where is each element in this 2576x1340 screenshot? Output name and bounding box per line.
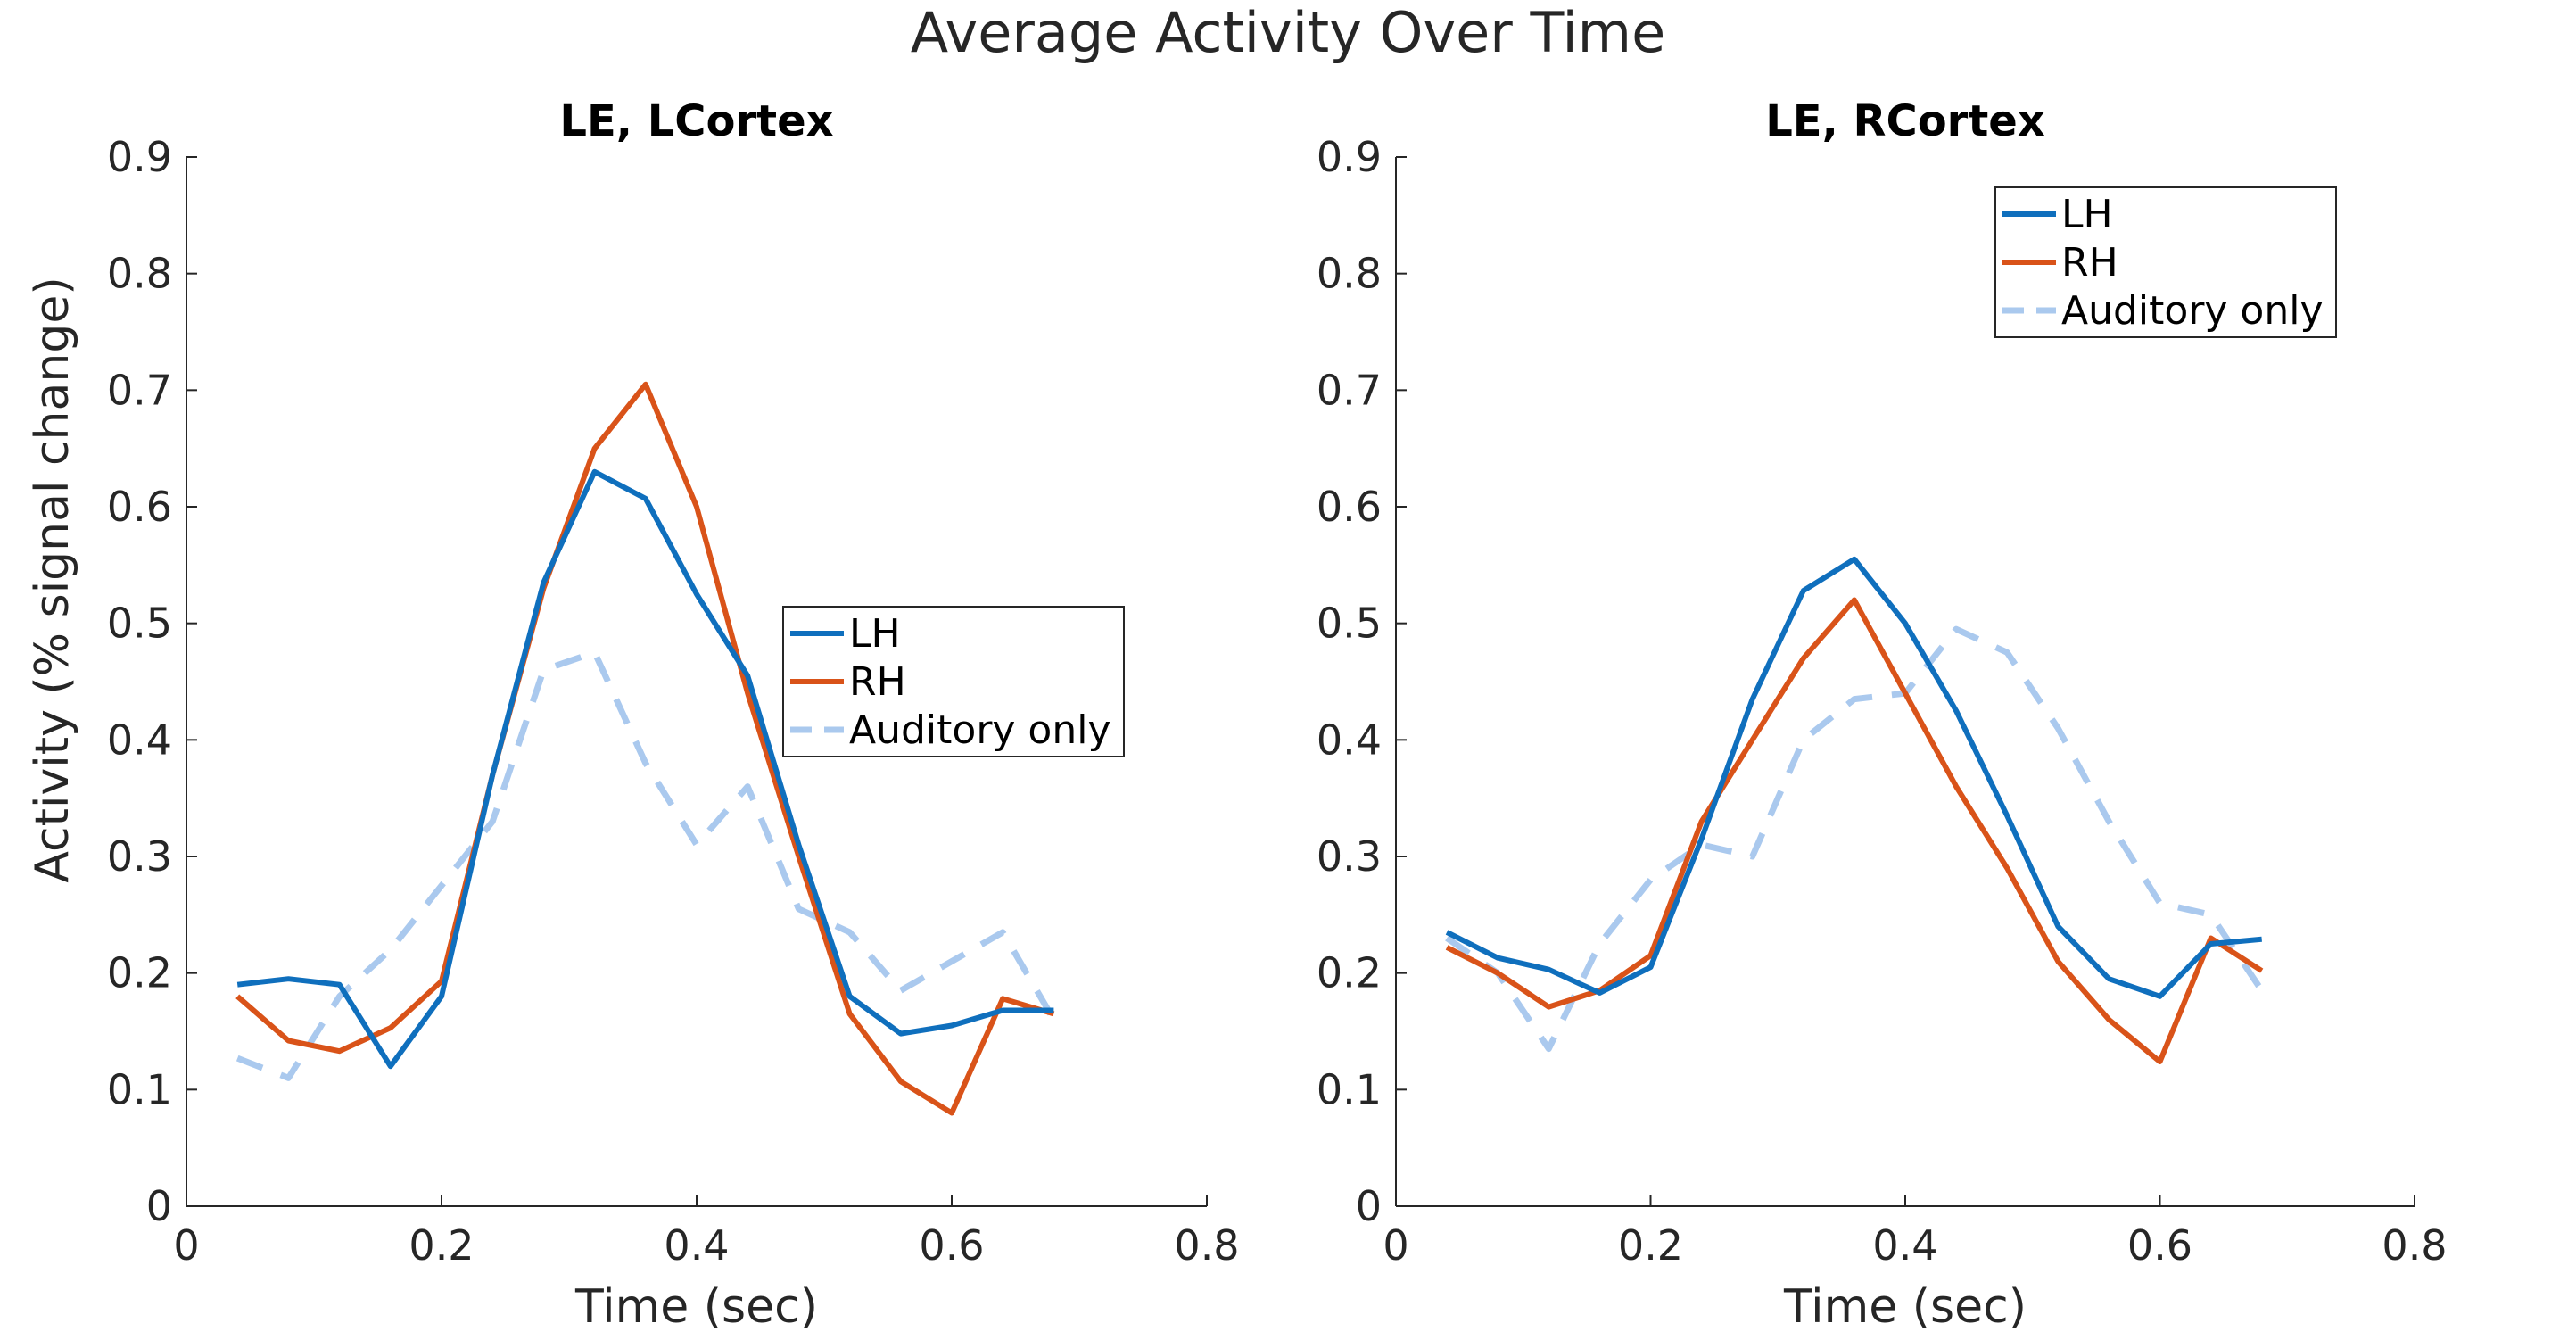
chart-panel-rcortex: 0 0.1 0.2 0.3 0.4 0.5 0.6 0.7 0.8 0.9 0 0.2 0.4 0.6 0.… — [1317, 96, 2448, 1334]
lcortex-y-tick-label: 0.9 — [107, 133, 172, 181]
rcortex-series-auditory-only-line — [1445, 625, 2265, 1053]
lcortex-x-tick-label: 0.8 — [1174, 1221, 1239, 1270]
figure-title: Average Activity Over Time — [911, 0, 1665, 65]
rcortex-y-tick-label: 0.9 — [1317, 133, 1382, 181]
lcortex-x-tick-label: 0.2 — [409, 1221, 474, 1270]
rcortex-legend-label-rh: RH — [2061, 240, 2118, 285]
rcortex-x-tick-label: 0.8 — [2382, 1221, 2447, 1270]
rcortex-legend-label-auditory-only: Auditory only — [2061, 288, 2324, 334]
y-axis-label: Activity (% signal change) — [26, 277, 79, 882]
lcortex-x-tick-label: 0.6 — [919, 1221, 984, 1270]
lcortex-x-tick-label: 0.4 — [664, 1221, 729, 1270]
lcortex-y-tick-label: 0.2 — [107, 949, 172, 997]
rcortex-y-tick-label: 0.1 — [1317, 1065, 1382, 1113]
lcortex-y-tick-label: 0.6 — [107, 483, 172, 531]
lcortex-y-tick-label: 0.5 — [107, 600, 172, 648]
rcortex-x-tick-label: 0.6 — [2127, 1221, 2192, 1270]
rcortex-y-tick-label: 0 — [1356, 1182, 1382, 1230]
lcortex-legend-label-auditory-only: Auditory only — [849, 707, 1111, 753]
rcortex-chart-title: LE, RCortex — [1765, 96, 2045, 146]
rcortex-y-tick-label: 0.5 — [1317, 600, 1382, 648]
lcortex-y-tick-label: 0.7 — [107, 366, 172, 414]
rcortex-y-tick-label: 0.4 — [1317, 715, 1382, 764]
lcortex-y-tick-label: 0.1 — [107, 1065, 172, 1113]
lcortex-x-tick-label: 0 — [173, 1221, 199, 1270]
rcortex-series-lh-line — [1445, 556, 2262, 999]
lcortex-legend-label-rh: RH — [849, 659, 906, 705]
lcortex-chart-title: LE, LCortex — [559, 96, 833, 146]
lcortex-y-tick-label: 0.8 — [107, 250, 172, 298]
chart-panel-lcortex: 0 0.1 0.2 0.3 0.4 0.5 0.6 0.7 0.8 0.9 0 0.2 0.4 0.6 0.… — [107, 96, 1240, 1334]
lcortex-y-tick-label: 0 — [146, 1182, 172, 1230]
rcortex-x-tick-label: 0 — [1383, 1221, 1408, 1270]
rcortex-series-rh-line — [1445, 597, 2264, 1064]
lcortex-x-axis-label: Time (sec) — [574, 1280, 818, 1334]
rcortex-y-tick-label: 0.3 — [1317, 832, 1382, 881]
rcortex-y-tick-label: 0.2 — [1317, 949, 1382, 997]
lcortex-series-auditory-only-line — [235, 649, 1057, 1081]
lcortex-series-lh-line — [236, 468, 1054, 1070]
rcortex-x-tick-label: 0.2 — [1618, 1221, 1683, 1270]
lcortex-y-tick-label: 0.4 — [107, 715, 172, 764]
rcortex-y-tick-label: 0.7 — [1317, 366, 1382, 414]
lcortex-y-tick-label: 0.3 — [107, 832, 172, 881]
rcortex-x-axis-label: Time (sec) — [1783, 1280, 2027, 1334]
rcortex-y-tick-label: 0.6 — [1317, 483, 1382, 531]
lcortex-legend-label-lh: LH — [849, 611, 901, 657]
rcortex-y-tick-label: 0.8 — [1317, 250, 1382, 298]
rcortex-legend-label-lh: LH — [2061, 192, 2113, 237]
rcortex-x-tick-label: 0.4 — [1872, 1221, 1937, 1270]
